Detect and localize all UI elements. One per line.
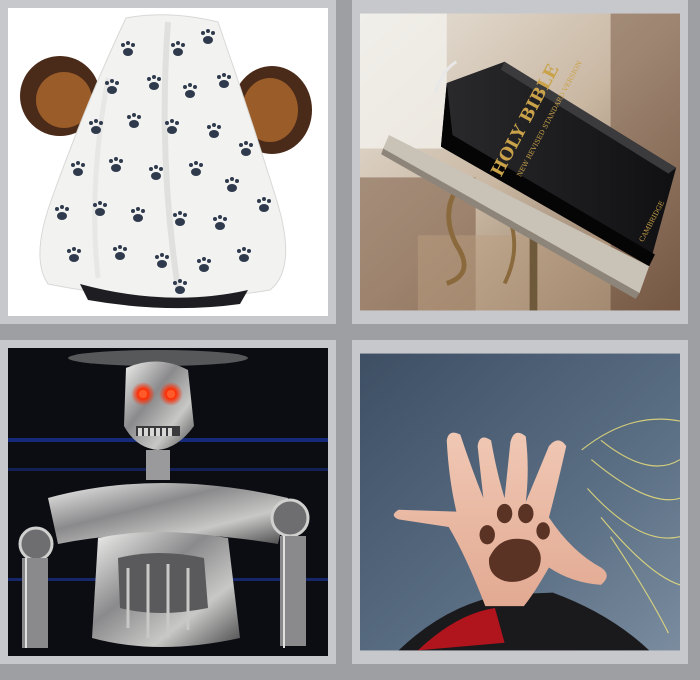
- hand-photo: [360, 348, 680, 656]
- tile-bible[interactable]: HOLY BIBLE NEW REVISED STANDARD VERSION …: [352, 0, 688, 324]
- robot-eyes: [131, 382, 183, 406]
- tile-hand[interactable]: [352, 340, 688, 664]
- tile-hat[interactable]: [0, 0, 336, 324]
- tile-robot[interactable]: [0, 340, 336, 664]
- hat-photo: [8, 8, 328, 316]
- bible-illustration: HOLY BIBLE NEW REVISED STANDARD VERSION …: [360, 13, 680, 311]
- bible-photo: HOLY BIBLE NEW REVISED STANDARD VERSION …: [360, 8, 680, 316]
- hat-illustration: [8, 8, 328, 316]
- robot-illustration: [8, 348, 328, 656]
- paw-print-pattern: [55, 29, 271, 294]
- hand-illustration: [360, 353, 680, 651]
- palm-paw-print: [479, 503, 550, 582]
- robot-photo: [8, 348, 328, 656]
